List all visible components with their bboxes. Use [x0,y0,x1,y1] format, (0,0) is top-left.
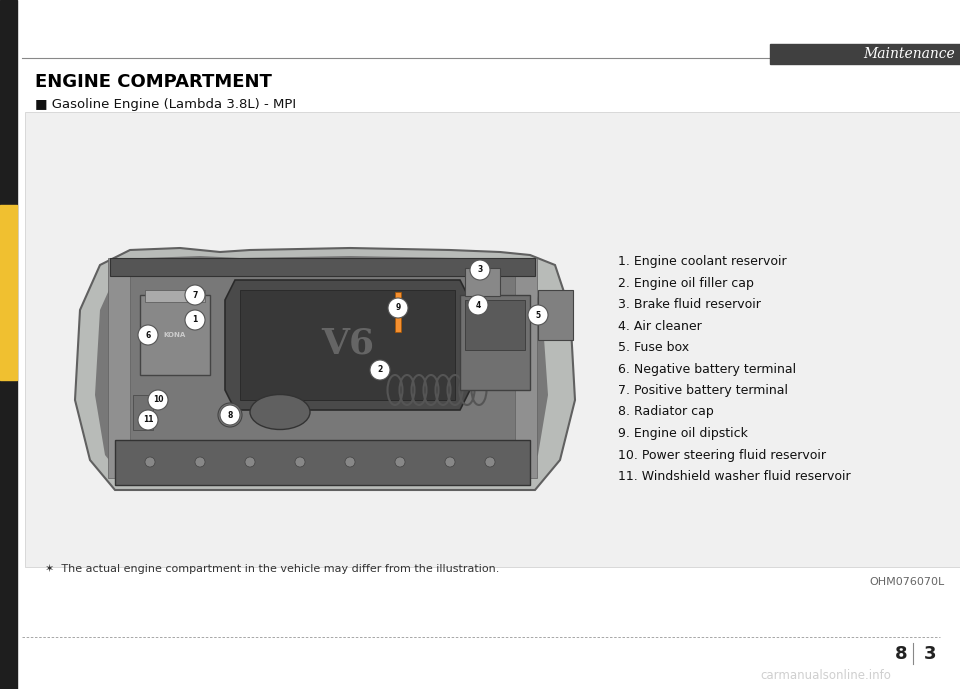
Text: 3. Brake fluid reservoir: 3. Brake fluid reservoir [618,298,761,311]
Text: 9: 9 [396,303,400,313]
Text: ■ Gasoline Engine (Lambda 3.8L) - MPI: ■ Gasoline Engine (Lambda 3.8L) - MPI [35,98,296,111]
Bar [25,112,960,567]
Text: 10. Power steering fluid reservoir: 10. Power steering fluid reservoir [618,449,826,462]
Circle shape [145,457,155,467]
Text: 7. Positive battery terminal: 7. Positive battery terminal [618,384,788,397]
Circle shape [445,457,455,467]
Circle shape [370,360,390,380]
Circle shape [345,457,355,467]
Text: OHM076070L: OHM076070L [870,577,945,587]
Bar [133,395,153,430]
Text: 10: 10 [153,395,163,404]
Text: 2. Engine oil filler cap: 2. Engine oil filler cap [618,276,754,289]
Polygon shape [225,280,470,410]
Bar [465,300,525,350]
Circle shape [528,305,548,325]
Polygon shape [95,256,548,480]
Bar [465,268,500,296]
Text: 11. Windshield washer fluid reservoir: 11. Windshield washer fluid reservoir [618,470,851,483]
Ellipse shape [250,395,310,429]
Text: Maintenance: Maintenance [863,47,955,61]
Text: 11: 11 [143,415,154,424]
Circle shape [245,457,255,467]
Text: 6. Negative battery terminal: 6. Negative battery terminal [618,362,796,376]
Bar [460,295,530,390]
Circle shape [195,457,205,467]
Bar [240,290,455,400]
Bar [140,295,210,375]
Text: 7: 7 [192,291,198,300]
Text: ENGINE COMPARTMENT: ENGINE COMPARTMENT [35,73,272,91]
Circle shape [138,410,158,430]
Text: 3: 3 [477,265,483,274]
Text: 8: 8 [228,411,232,420]
Circle shape [470,260,490,280]
Bar [515,258,537,478]
Circle shape [138,325,158,345]
Bar [0,205,17,380]
Text: V6: V6 [322,326,374,360]
Text: 4: 4 [475,300,481,309]
Bar [115,440,530,485]
Bar [145,290,205,302]
Circle shape [388,298,408,318]
Text: 6: 6 [145,331,151,340]
Polygon shape [75,248,575,490]
Circle shape [468,295,488,315]
Text: 5. Fuse box: 5. Fuse box [618,341,689,354]
Text: 5: 5 [536,311,540,320]
Bar [770,44,960,64]
Text: 3: 3 [924,645,937,663]
Circle shape [218,403,242,427]
Circle shape [185,310,205,330]
Bar [395,292,401,332]
Circle shape [148,390,168,410]
Bar [538,290,573,340]
Circle shape [295,457,305,467]
Text: carmanualsonline.info: carmanualsonline.info [760,669,891,682]
Text: 1. Engine coolant reservoir: 1. Engine coolant reservoir [618,255,786,268]
Text: 9. Engine oil dipstick: 9. Engine oil dipstick [618,427,748,440]
Circle shape [220,405,240,425]
Text: 2: 2 [377,365,383,375]
Text: KONA: KONA [164,332,186,338]
Bar [0,0,17,689]
Bar [110,258,535,276]
Circle shape [185,285,205,305]
Text: 8. Radiator cap: 8. Radiator cap [618,406,713,418]
Circle shape [485,457,495,467]
Text: 8: 8 [896,645,908,663]
Bar [108,258,130,478]
Text: ✶  The actual engine compartment in the vehicle may differ from the illustration: ✶ The actual engine compartment in the v… [45,564,499,574]
Text: 1: 1 [192,316,198,325]
Circle shape [395,457,405,467]
Text: 4. Air cleaner: 4. Air cleaner [618,320,702,333]
